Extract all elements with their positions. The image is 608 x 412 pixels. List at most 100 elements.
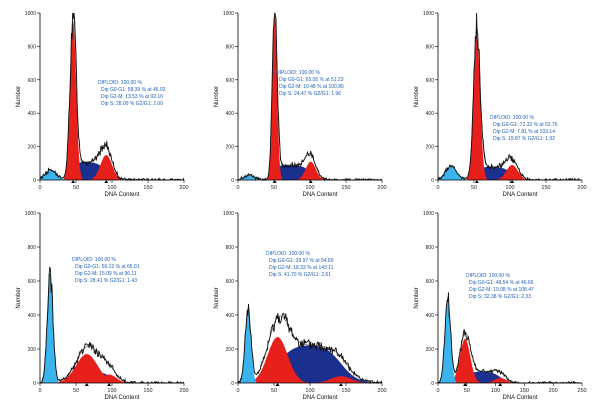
debris-area <box>438 166 469 180</box>
ploidy-annotation: DIPLOID: 100.00 % Dip G0-G1: 39.97 % at 5… <box>266 251 333 279</box>
ploidy-annotation: DIPLOID: 100.00 % Dip G0-G1: 48.54 % at 4… <box>466 273 534 301</box>
model-fit-line <box>39 273 184 384</box>
histogram-panel-6: 0 50 100 150 200 250 0 200 400 600 800 1000 DNA Cont… <box>410 205 598 405</box>
y-tick-label: 400 <box>426 111 435 117</box>
y-tick-label: 200 <box>426 145 435 151</box>
annotation-line: DIPLOID: 100.00 % <box>98 80 142 86</box>
peak-marker <box>474 180 479 183</box>
g2m-peak-area <box>483 377 518 383</box>
annotation-line: Dip S: 41.70 % G2/G1: 2.61 <box>269 272 331 278</box>
peak-marker <box>463 383 468 386</box>
x-axis-label: DNA Content <box>104 395 139 401</box>
x-tick-label: 100 <box>491 388 500 394</box>
y-tick-label: 1000 <box>423 11 434 17</box>
y-tick-label: 800 <box>226 245 235 251</box>
x-tick-label: 100 <box>305 388 314 394</box>
x-tick-label: 0 <box>236 185 239 191</box>
annotation-line: Dip S: 28.41 % G2/G1: 1.43 <box>75 278 137 284</box>
y-axis-label: Number <box>414 287 420 308</box>
annotation-line: Dip S: 24.47 % G2/G1: 1.96 <box>279 91 341 97</box>
x-tick-label: 50 <box>271 388 277 394</box>
annotation-line: Dip G2-M: 19.08 % at 108.47 <box>469 287 534 293</box>
x-tick-label: 0 <box>436 388 439 394</box>
g2m-peak-area <box>89 155 124 180</box>
histogram-panel-3: 0 50 100 150 200 0 200 400 600 800 1000 DNA Content… <box>410 5 598 200</box>
peak-marker <box>71 180 76 183</box>
y-tick-label: 600 <box>226 279 235 285</box>
annotation-line: Dip G0-G1: 56.12 % at 65.01 <box>75 264 140 270</box>
y-tick-label: 0 <box>231 381 234 387</box>
annotation-line: DIPLOID: 100.00 % <box>466 273 510 279</box>
x-tick-label: 250 <box>577 388 586 394</box>
annotation-line: Dip S: 19.87 % G2/G1: 1.92 <box>493 136 555 142</box>
y-tick-label: 600 <box>226 78 235 84</box>
x-tick-label: 0 <box>436 185 439 191</box>
g0g1-peak-area <box>52 354 122 383</box>
y-tick-label: 600 <box>28 279 37 285</box>
peak-marker <box>498 383 503 386</box>
histogram-svg-6: 0 50 100 150 200 250 0 200 400 600 800 1000 DNA Cont… <box>414 211 587 401</box>
y-tick-label: 800 <box>426 245 435 251</box>
annotation-line: Dip G2-M: 18.33 % at 143.11 <box>269 265 334 271</box>
y-tick-label: 200 <box>426 347 435 353</box>
y-tick-label: 0 <box>431 178 434 184</box>
annotation-line: Dip G0-G1: 48.54 % at 46.66 <box>469 280 534 286</box>
y-axis-label: Number <box>214 86 220 107</box>
y-tick-label: 0 <box>33 381 36 387</box>
y-tick-label: 1000 <box>223 211 234 217</box>
y-tick-label: 800 <box>426 44 435 50</box>
y-tick-label: 400 <box>226 313 235 319</box>
x-tick-label: 50 <box>73 388 79 394</box>
x-tick-label: 150 <box>143 388 152 394</box>
annotation-line: Dip S: 32.38 % G2/G1: 2.33 <box>469 294 531 300</box>
annotation-line: DIPLOID: 100.00 % <box>266 251 310 257</box>
g0g1-peak-area <box>449 338 482 383</box>
x-axis-label: DNA Content <box>502 395 537 401</box>
histogram-svg-5: 0 50 100 150 200 0 200 400 600 800 1000 DNA Content… <box>214 211 387 401</box>
y-tick-label: 600 <box>28 78 37 84</box>
debris-area <box>42 274 59 383</box>
y-tick-label: 1000 <box>423 211 434 217</box>
annotation-line: Dip S: 28.09 % G2/G1: 2.00 <box>101 101 163 107</box>
histogram-panel-4: 0 50 100 150 200 0 200 400 600 800 1000 DNA Content… <box>12 205 200 405</box>
annotation-line: Dip G2-M: 10.48 % at 100.86 <box>279 84 344 90</box>
y-tick-label: 800 <box>226 44 235 50</box>
peak-marker <box>104 180 109 183</box>
debris-area <box>439 298 457 383</box>
x-tick-label: 200 <box>577 185 586 191</box>
y-tick-label: 400 <box>28 111 37 117</box>
annotation-line: Dip G0-G1: 72.32 % at 53.76 <box>493 122 558 128</box>
ploidy-annotation: DIPLOID: 100.00 % Dip G0-G1: 72.32 % at 5… <box>490 115 557 143</box>
y-tick-label: 200 <box>28 347 37 353</box>
annotation-line: DIPLOID: 100.00 % <box>72 257 116 263</box>
annotation-line: Dip G0-G1: 58.39 % at 46.02 <box>101 87 166 93</box>
x-axis-label: DNA Content <box>302 192 337 198</box>
x-tick-label: 50 <box>464 388 470 394</box>
x-tick-label: 50 <box>73 185 79 191</box>
g0g1-peak-area <box>245 337 310 383</box>
peak-marker <box>308 180 313 183</box>
y-tick-label: 0 <box>33 178 36 184</box>
x-tick-label: 200 <box>549 388 558 394</box>
x-tick-label: 200 <box>377 185 386 191</box>
histogram-panel-5: 0 50 100 150 200 0 200 400 600 800 1000 DNA Content… <box>210 205 398 405</box>
x-tick-label: 0 <box>38 388 41 394</box>
y-tick-label: 600 <box>426 279 435 285</box>
x-tick-label: 150 <box>341 388 350 394</box>
x-tick-label: 200 <box>179 388 188 394</box>
ploidy-annotation: DIPLOID: 100.00 % Dip G0-G1: 56.12 % at 6… <box>72 257 139 285</box>
y-tick-label: 800 <box>28 245 37 251</box>
histogram-line <box>237 303 383 385</box>
x-tick-label: 50 <box>271 185 277 191</box>
annotation-line: Dip G2-M: 13.53 % at 92.16 <box>101 94 163 100</box>
x-tick-label: 100 <box>305 185 314 191</box>
y-tick-label: 200 <box>226 145 235 151</box>
ploidy-annotation: DIPLOID: 100.00 % Dip G0-G1: 65.05 % at 5… <box>276 70 344 98</box>
y-axis-label: Number <box>414 86 420 107</box>
x-tick-label: 50 <box>471 185 477 191</box>
g2m-peak-area <box>494 165 529 180</box>
g2m-peak-area <box>296 161 326 180</box>
histogram-svg-3: 0 50 100 150 200 0 200 400 600 800 1000 DNA Content… <box>414 11 587 198</box>
x-tick-label: 100 <box>107 388 116 394</box>
x-tick-label: 200 <box>377 388 386 394</box>
